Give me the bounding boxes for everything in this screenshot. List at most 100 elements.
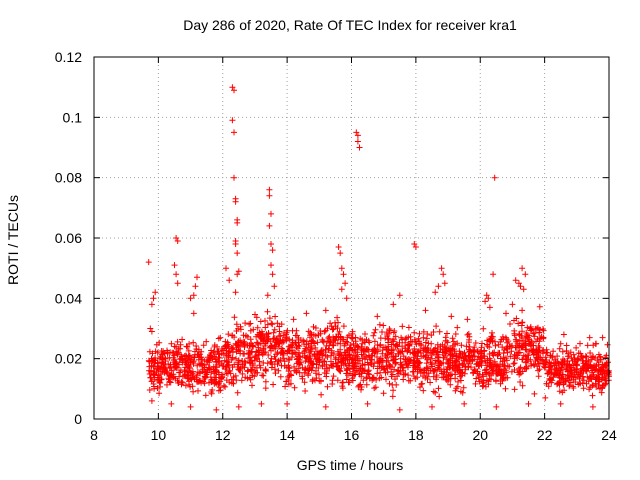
data-point <box>226 362 233 369</box>
data-point <box>449 335 456 342</box>
data-point <box>174 280 181 287</box>
data-point <box>574 357 581 364</box>
data-point <box>379 350 386 357</box>
data-point <box>411 329 418 336</box>
data-point <box>389 393 396 400</box>
data-point <box>458 377 464 384</box>
data-point <box>592 355 599 361</box>
data-point <box>338 336 344 343</box>
data-point <box>305 370 311 377</box>
data-point <box>453 385 460 392</box>
data-point <box>365 370 372 377</box>
data-point <box>216 378 223 385</box>
data-point <box>392 343 399 349</box>
data-point <box>335 244 342 250</box>
data-point <box>402 370 409 377</box>
data-point <box>535 360 542 367</box>
data-point <box>231 174 237 181</box>
data-point <box>302 345 309 352</box>
data-point <box>342 280 349 287</box>
data-point <box>249 372 256 379</box>
data-point <box>495 349 502 356</box>
data-point <box>589 403 596 410</box>
data-point <box>229 364 236 371</box>
data-point <box>463 356 470 363</box>
data-point <box>156 390 163 397</box>
data-point <box>530 347 537 354</box>
data-point <box>545 383 552 390</box>
data-point <box>556 388 563 395</box>
grid <box>94 57 609 419</box>
data-point <box>450 338 457 345</box>
data-point <box>164 350 171 357</box>
data-point <box>540 335 547 342</box>
data-point <box>232 241 239 247</box>
data-point <box>162 364 169 371</box>
data-point <box>563 342 570 349</box>
data-point <box>515 350 522 357</box>
data-point <box>553 371 560 378</box>
data-point <box>243 332 250 339</box>
data-point <box>222 338 229 345</box>
data-point <box>394 373 401 380</box>
data-point <box>322 403 329 410</box>
data-point <box>186 352 193 359</box>
data-point <box>494 352 501 359</box>
data-point <box>328 323 335 330</box>
data-point <box>262 385 269 392</box>
data-point <box>558 375 565 382</box>
data-point <box>422 307 429 314</box>
data-point <box>309 364 316 371</box>
data-point <box>232 198 239 205</box>
data-point <box>482 298 489 305</box>
data-point <box>308 342 315 349</box>
data-point <box>191 354 198 361</box>
data-point <box>234 219 241 226</box>
data-point <box>157 371 164 378</box>
data-point <box>247 320 254 327</box>
data-point <box>403 335 410 342</box>
data-point <box>446 347 452 354</box>
data-point <box>469 357 476 364</box>
data-point <box>547 352 554 359</box>
data-point <box>536 303 543 310</box>
data-point <box>256 362 263 369</box>
data-point <box>213 351 219 358</box>
data-point <box>519 265 526 272</box>
axis-ticks <box>93 56 610 420</box>
data-point <box>228 345 235 351</box>
data-point <box>535 367 542 374</box>
data-point <box>212 364 219 370</box>
data-point <box>566 383 573 390</box>
data-point <box>448 313 455 320</box>
data-point <box>400 353 407 360</box>
data-point <box>431 368 438 375</box>
data-point <box>499 375 506 382</box>
data-point <box>148 301 155 308</box>
data-points <box>145 84 612 413</box>
data-point <box>397 349 404 356</box>
data-point <box>405 364 411 371</box>
data-point <box>373 376 380 383</box>
data-point <box>238 377 245 384</box>
data-point <box>517 364 524 371</box>
data-point <box>266 222 273 229</box>
data-point <box>270 329 277 336</box>
data-point <box>317 328 324 334</box>
data-point <box>589 392 596 399</box>
data-point <box>217 387 224 394</box>
data-point <box>371 385 378 392</box>
data-point <box>518 332 525 339</box>
data-point <box>461 400 468 407</box>
data-point <box>168 400 175 407</box>
data-point <box>223 358 230 365</box>
data-point <box>580 354 587 361</box>
data-point <box>303 338 310 345</box>
data-point <box>523 363 530 370</box>
data-point <box>459 360 466 367</box>
data-point <box>329 342 336 349</box>
data-point <box>471 366 478 373</box>
data-point <box>208 347 215 354</box>
data-point <box>372 384 379 391</box>
chart-title: Day 286 of 2020, Rate Of TEC Index for r… <box>183 17 517 33</box>
